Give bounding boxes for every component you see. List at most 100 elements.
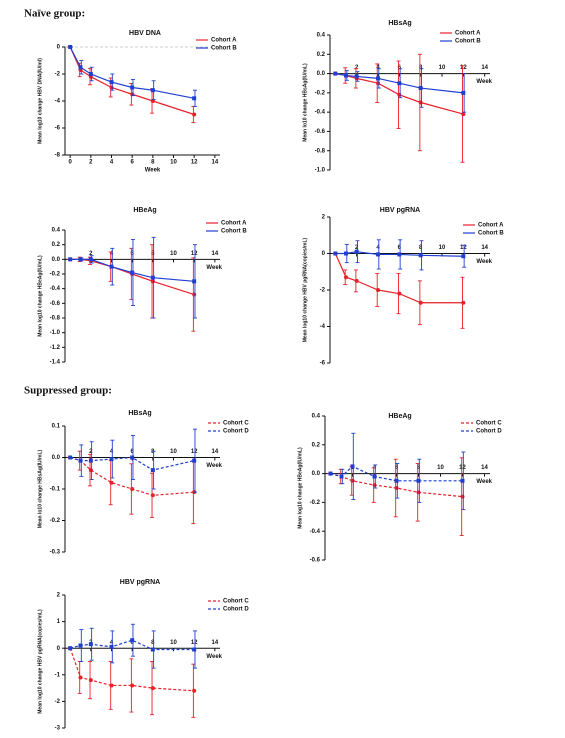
marker xyxy=(192,279,197,284)
marker xyxy=(78,257,83,262)
x-axis-label: Week xyxy=(476,479,492,485)
x-tick-label: 8 xyxy=(151,449,155,455)
x-tick-label: 10 xyxy=(439,245,446,251)
x-tick-label: 14 xyxy=(211,640,218,646)
marker xyxy=(394,486,399,490)
marker xyxy=(376,288,380,292)
y-tick-label: -0.4 xyxy=(315,110,326,116)
y-tick-label: -0.6 xyxy=(315,129,326,135)
marker xyxy=(150,88,155,93)
y-tick-label: -0.6 xyxy=(310,558,321,564)
marker xyxy=(150,686,155,691)
x-tick-label: 14 xyxy=(211,449,218,455)
x-axis-label: Week xyxy=(145,168,161,174)
x-axis-label: Week xyxy=(206,463,222,469)
marker xyxy=(397,291,402,296)
x-tick-label: 12 xyxy=(191,160,198,166)
x-tick-label: 6 xyxy=(130,640,134,646)
chart-title: HBV DNA xyxy=(129,30,161,37)
marker xyxy=(397,81,402,86)
marker xyxy=(350,464,355,469)
y-tick-label: 0.2 xyxy=(312,442,321,448)
marker xyxy=(88,642,93,647)
marker xyxy=(109,644,114,649)
y-tick-label: -1.0 xyxy=(50,330,61,336)
y-tick-label: -1.0 xyxy=(315,168,326,174)
y-tick-label: 0.4 xyxy=(317,33,326,39)
x-tick-label: 8 xyxy=(151,251,155,257)
y-tick-label: 1 xyxy=(57,619,61,625)
marker xyxy=(88,678,93,683)
marker xyxy=(344,275,348,280)
marker xyxy=(88,468,93,473)
y-tick-label: -1.2 xyxy=(50,345,61,351)
y-tick-label: -6 xyxy=(320,361,326,367)
x-tick-label: 2 xyxy=(355,245,359,251)
x-tick-label: 6 xyxy=(395,465,399,471)
marker xyxy=(192,688,197,693)
y-tick-label: -2 xyxy=(320,288,326,294)
legend-label: Cohort D xyxy=(223,607,249,613)
x-tick-label: 4 xyxy=(110,160,114,166)
y-tick-label: 0.0 xyxy=(312,471,321,477)
y-tick-label: 0.2 xyxy=(52,242,61,248)
y-axis-label: Mean log10 change HBeAg(IU/mL) xyxy=(37,255,43,337)
marker xyxy=(150,468,155,473)
marker xyxy=(130,683,135,688)
y-tick-label: 0.0 xyxy=(52,455,61,461)
y-axis-label: Mean log10 change HBV pgRNA(copies/mL) xyxy=(37,609,43,714)
marker xyxy=(68,45,73,49)
y-tick-label: 2 xyxy=(322,215,326,221)
marker xyxy=(88,458,93,463)
x-tick-label: 6 xyxy=(398,245,402,251)
y-tick-label: -0.6 xyxy=(50,301,61,307)
marker xyxy=(130,455,135,460)
chart-title: HBV pgRNA xyxy=(380,207,420,214)
legend-label: Cohort B xyxy=(478,231,504,237)
y-tick-label: -0.2 xyxy=(310,500,321,506)
x-axis-label: Week xyxy=(476,259,492,265)
legend-label: Cohort C xyxy=(223,599,249,605)
group-heading: Naïve group: xyxy=(24,8,85,20)
x-tick-label: 12 xyxy=(191,449,198,455)
y-tick-label: -0.2 xyxy=(50,272,61,278)
marker xyxy=(150,275,155,280)
x-axis-label: Week xyxy=(206,654,222,660)
marker xyxy=(130,85,135,90)
marker xyxy=(460,494,465,499)
y-tick-label: -1 xyxy=(55,672,61,678)
marker xyxy=(78,643,83,648)
legend-label: Cohort A xyxy=(478,223,504,229)
marker xyxy=(376,252,380,257)
marker xyxy=(397,92,402,97)
legend-label: Cohort A xyxy=(221,221,247,227)
x-tick-label: 12 xyxy=(191,640,198,646)
y-tick-label: -0.8 xyxy=(315,148,326,154)
chart-title: HBV pgRNA xyxy=(120,579,160,586)
marker xyxy=(68,257,73,262)
marker xyxy=(130,638,135,643)
y-tick-label: -4 xyxy=(320,324,326,330)
x-tick-label: 6 xyxy=(398,65,402,71)
chart-title: HBsAg xyxy=(128,410,151,417)
x-tick-label: 4 xyxy=(376,65,380,71)
y-tick-label: 2 xyxy=(57,593,61,599)
marker xyxy=(192,647,197,652)
x-tick-label: 2 xyxy=(89,251,93,257)
marker xyxy=(150,647,155,652)
x-tick-label: 2 xyxy=(89,449,93,455)
marker xyxy=(150,493,155,498)
y-tick-label: -0.2 xyxy=(315,90,326,96)
x-tick-label: 6 xyxy=(130,251,134,257)
y-tick-label: -2 xyxy=(55,72,61,78)
y-tick-label: -8 xyxy=(55,153,61,159)
y-tick-label: 0.4 xyxy=(52,228,61,234)
x-tick-label: 14 xyxy=(211,160,218,166)
x-tick-label: 10 xyxy=(170,449,177,455)
group-heading: Suppressed group: xyxy=(24,385,112,397)
marker xyxy=(372,474,377,479)
marker xyxy=(372,483,377,488)
x-tick-label: 6 xyxy=(130,449,134,455)
chart-title: HBeAg xyxy=(133,207,156,214)
x-tick-label: 10 xyxy=(170,640,177,646)
